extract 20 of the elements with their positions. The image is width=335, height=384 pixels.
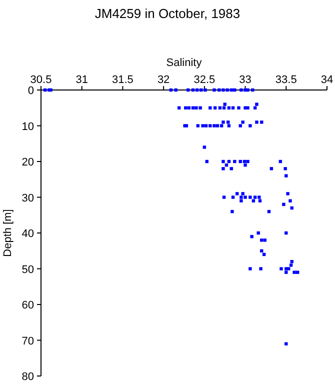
y-tick-label: 30: [22, 192, 34, 204]
y-tick-label: 50: [22, 264, 34, 276]
y-tick-label: 20: [22, 156, 34, 168]
x-tick-label: 34: [320, 74, 334, 86]
x-tick-label: 31: [76, 74, 88, 86]
y-tick-label: 40: [22, 228, 34, 240]
x-tick-label: 30.5: [30, 74, 52, 86]
y-axis-title: Depth [m]: [2, 209, 14, 257]
x-tick-label: 32: [157, 74, 170, 86]
x-tick-label: 32.5: [194, 74, 216, 86]
y-tick-label: 60: [22, 300, 34, 312]
x-tick-label: 31.5: [112, 74, 134, 86]
x-tick-label: 33: [239, 74, 252, 86]
y-tick-label: 80: [22, 371, 34, 383]
x-axis-title: Salinity: [166, 57, 202, 69]
x-tick-label: 33.5: [275, 74, 297, 86]
chart-title: JM4259 in October, 1983: [94, 6, 240, 21]
y-tick-label: 10: [22, 120, 34, 133]
y-tick-label: 70: [22, 335, 34, 348]
y-tick-label: 0: [28, 85, 34, 97]
